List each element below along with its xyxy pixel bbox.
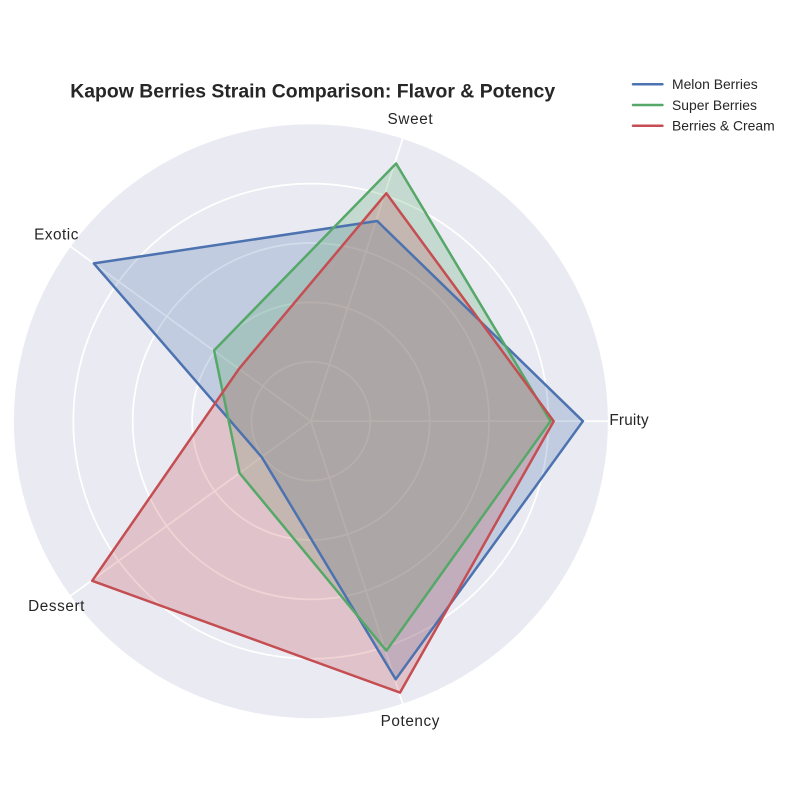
svg-text:Fruity: Fruity bbox=[609, 412, 649, 429]
svg-text:Exotic: Exotic bbox=[34, 226, 79, 243]
svg-text:Dessert: Dessert bbox=[28, 598, 85, 615]
svg-text:Kapow Berries Strain Compariso: Kapow Berries Strain Comparison: Flavor … bbox=[70, 81, 555, 103]
svg-text:Sweet: Sweet bbox=[388, 111, 434, 128]
svg-text:Super Berries: Super Berries bbox=[672, 97, 757, 113]
svg-text:Potency: Potency bbox=[381, 713, 440, 730]
svg-text:Berries & Cream: Berries & Cream bbox=[672, 118, 775, 134]
svg-text:Melon Berries: Melon Berries bbox=[672, 76, 758, 92]
